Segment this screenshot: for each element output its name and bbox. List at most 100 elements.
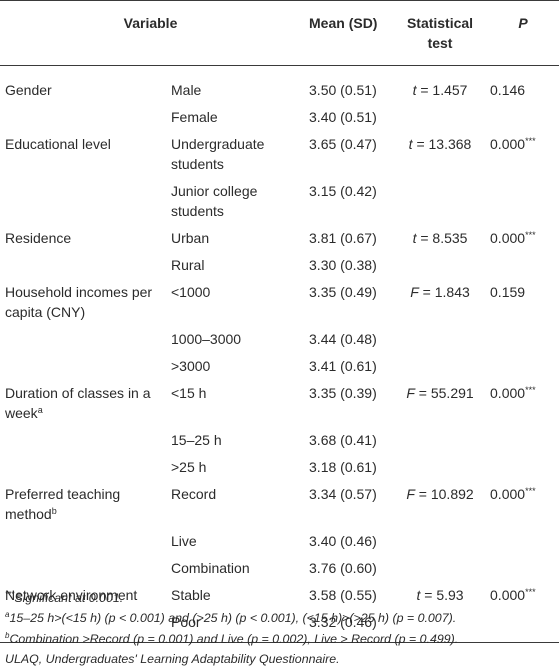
- cell-category: Undergraduate students: [171, 136, 265, 172]
- cell-statistical-test: [393, 100, 487, 127]
- cell-mean-sd: 3.15 (0.42): [309, 183, 377, 199]
- cell-category: Junior college students: [171, 183, 258, 219]
- table-row: 1000–3000 3.44 (0.48): [0, 322, 559, 349]
- cell-mean-sd: 3.76 (0.60): [309, 560, 377, 576]
- footnote-significance: ***Significant at 0.001.: [5, 590, 124, 606]
- cell-category: Stable: [171, 587, 211, 603]
- cell-p-value: 0.159: [490, 284, 526, 300]
- cell-p-value: 0.000***: [490, 230, 536, 246]
- cell-variable: Household incomes per capita (CNY): [5, 284, 153, 320]
- cell-variable: [0, 322, 168, 349]
- cell-statistical-test: F = 55.291: [406, 385, 474, 401]
- cell-statistical-test: [393, 524, 487, 551]
- cell-category: 1000–3000: [171, 331, 242, 347]
- cell-statistical-test: [393, 450, 487, 477]
- cell-variable: [0, 423, 168, 450]
- cell-category: <1000: [171, 284, 211, 300]
- cell-variable: [0, 248, 168, 275]
- cell-mean-sd: 3.35 (0.39): [309, 385, 377, 401]
- table-row: >25 h 3.18 (0.61): [0, 450, 559, 477]
- footnote-b: bCombination >Record (p = 0.001) and Liv…: [5, 630, 459, 646]
- cell-variable: [0, 551, 168, 578]
- cell-mean-sd: 3.34 (0.57): [309, 486, 377, 502]
- cell-mean-sd: 3.58 (0.55): [309, 587, 377, 603]
- cell-variable: Duration of classes in a weeka: [5, 385, 151, 421]
- cell-mean-sd: 3.65 (0.47): [309, 136, 377, 152]
- cell-variable: Residence: [5, 230, 72, 246]
- cell-p-value: 0.000***: [490, 587, 536, 603]
- cell-p-value: [487, 100, 559, 127]
- cell-category: Female: [171, 109, 218, 125]
- table-row: Educational level Undergraduate students 3…: [0, 127, 559, 174]
- table-footnotes: ***Significant at 0.001. a15–25 h>(<15 h…: [5, 588, 559, 669]
- cell-mean-sd: 3.35 (0.49): [309, 284, 377, 300]
- cell-p-value: 0.000***: [490, 136, 536, 152]
- cell-p-value: [487, 551, 559, 578]
- cell-p-value: [487, 322, 559, 349]
- cell-p-value: [487, 450, 559, 477]
- cell-mean-sd: 3.30 (0.38): [309, 257, 377, 273]
- cell-variable: Network environment: [5, 587, 138, 603]
- cell-category: Poor: [171, 614, 201, 630]
- table-row: Gender Male 3.50 (0.51) t = 1.457 0.146: [0, 66, 559, 101]
- cell-statistical-test: F = 10.892: [406, 486, 474, 502]
- table-row: Combination 3.76 (0.60): [0, 551, 559, 578]
- cell-mean-sd: 3.68 (0.41): [309, 432, 377, 448]
- cell-category: Combination: [171, 560, 250, 576]
- cell-variable: [0, 349, 168, 376]
- cell-p-value: [487, 248, 559, 275]
- cell-statistical-test: [393, 349, 487, 376]
- cell-statistical-test: [393, 322, 487, 349]
- table-body: Gender Male 3.50 (0.51) t = 1.457 0.146 Femal…: [0, 66, 559, 643]
- cell-category: >25 h: [171, 459, 207, 475]
- cell-statistical-test: t = 1.457: [412, 82, 468, 98]
- cell-mean-sd: 3.44 (0.48): [309, 331, 377, 347]
- cell-statistical-test: [393, 551, 487, 578]
- table-row: Duration of classes in a weeka <15 h 3.35 …: [0, 376, 559, 423]
- table-row: Residence Urban 3.81 (0.67) t = 8.535 0.000*…: [0, 221, 559, 248]
- table-row: 15–25 h 3.68 (0.41): [0, 423, 559, 450]
- cell-statistical-test: F = 1.843: [410, 284, 470, 300]
- table-row: >3000 3.41 (0.61): [0, 349, 559, 376]
- cell-mean-sd: 3.32 (0.46): [309, 614, 377, 630]
- cell-statistical-test: t = 13.368: [408, 136, 472, 152]
- results-table: Variable Mean (SD) Statistical test P Gen…: [0, 0, 559, 643]
- cell-variable: [0, 450, 168, 477]
- cell-variable: Gender: [5, 82, 52, 98]
- cell-variable: [0, 524, 168, 551]
- table-row: Household incomes per capita (CNY) <1000 3…: [0, 275, 559, 322]
- cell-variable: [0, 100, 168, 127]
- cell-variable: Educational level: [5, 136, 111, 152]
- cell-category: 15–25 h: [171, 432, 222, 448]
- cell-p-value: [487, 349, 559, 376]
- table-row: Network environment Stable 3.58 (0.55) t = …: [0, 578, 559, 605]
- cell-mean-sd: 3.81 (0.67): [309, 230, 377, 246]
- footnote-ulaq: ULAQ, Undergraduates' Learning Adaptabil…: [5, 651, 340, 666]
- cell-p-value: [487, 524, 559, 551]
- cell-statistical-test: [393, 423, 487, 450]
- footnote-a: a15–25 h>(<15 h) (p < 0.001) and (>25 h)…: [5, 610, 457, 626]
- cell-mean-sd: 3.50 (0.51): [309, 82, 377, 98]
- cell-mean-sd: 3.40 (0.51): [309, 109, 377, 125]
- cell-variable: [0, 174, 168, 221]
- cell-statistical-test: t = 5.93: [416, 587, 464, 603]
- header-statistical-test: Statistical test: [406, 15, 474, 51]
- cell-mean-sd: 3.41 (0.61): [309, 358, 377, 374]
- table-header: Variable Mean (SD) Statistical test P: [0, 1, 559, 66]
- cell-p-value: [487, 174, 559, 221]
- cell-category: Record: [171, 486, 217, 502]
- header-variable: Variable: [123, 15, 178, 31]
- cell-category: >3000: [171, 358, 211, 374]
- cell-statistical-test: [393, 174, 487, 221]
- cell-p-value: 0.146: [490, 82, 526, 98]
- table-row: Rural 3.30 (0.38): [0, 248, 559, 275]
- header-mean: Mean (SD): [309, 15, 378, 31]
- cell-p-value: [487, 423, 559, 450]
- table-row: Live 3.40 (0.46): [0, 524, 559, 551]
- cell-statistical-test: [393, 248, 487, 275]
- cell-mean-sd: 3.40 (0.46): [309, 533, 377, 549]
- cell-category: Rural: [171, 257, 205, 273]
- cell-statistical-test: t = 8.535: [412, 230, 468, 246]
- cell-p-value: 0.000***: [490, 385, 536, 401]
- cell-category: Urban: [171, 230, 210, 246]
